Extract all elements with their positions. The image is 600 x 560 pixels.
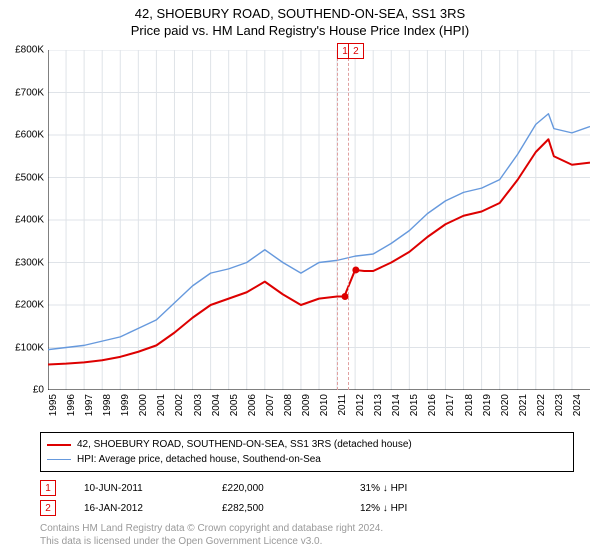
x-tick-label: 2010 [319,394,330,416]
line-chart [48,50,590,390]
x-tick-label: 2016 [427,394,438,416]
sale-hpi-diff: 12% ↓ HPI [360,503,470,514]
x-tick-label: 2005 [229,394,240,416]
legend-label: HPI: Average price, detached house, Sout… [77,452,321,467]
x-tick-label: 2019 [482,394,493,416]
y-tick-label: £300K [0,257,44,268]
legend-row: 42, SHOEBURY ROAD, SOUTHEND-ON-SEA, SS1 … [47,437,567,452]
x-tick-label: 2015 [409,394,420,416]
footer-attribution: Contains HM Land Registry data © Crown c… [40,522,383,548]
x-tick-label: 2011 [337,394,348,416]
sale-date: 16-JAN-2012 [84,503,194,514]
x-tick-label: 2007 [265,394,276,416]
chart-area: £0£100K£200K£300K£400K£500K£600K£700K£80… [48,50,590,390]
y-tick-label: £800K [0,45,44,56]
x-tick-label: 2020 [500,394,511,416]
x-tick-label: 2003 [193,394,204,416]
sale-price: £220,000 [222,483,332,494]
x-tick-label: 2012 [355,394,366,416]
x-tick-label: 2002 [174,394,185,416]
x-tick-label: 2022 [536,394,547,416]
legend-row: HPI: Average price, detached house, Sout… [47,452,567,467]
y-tick-label: £100K [0,342,44,353]
sale-row-number: 1 [40,480,56,496]
sale-date: 10-JUN-2011 [84,483,194,494]
sale-row: 2 16-JAN-2012 £282,500 12% ↓ HPI [40,498,470,518]
y-tick-label: £600K [0,130,44,141]
x-tick-label: 1996 [66,394,77,416]
legend-swatch [47,444,71,446]
x-tick-label: 2024 [572,394,583,416]
x-tick-label: 2001 [156,394,167,416]
y-tick-label: £500K [0,172,44,183]
x-tick-label: 2014 [391,394,402,416]
x-tick-label: 2009 [301,394,312,416]
sale-marker: 2 [348,43,364,59]
title-block: 42, SHOEBURY ROAD, SOUTHEND-ON-SEA, SS1 … [0,0,600,38]
y-tick-label: £200K [0,300,44,311]
x-tick-label: 2004 [211,394,222,416]
legend-label: 42, SHOEBURY ROAD, SOUTHEND-ON-SEA, SS1 … [77,437,412,452]
y-tick-label: £400K [0,215,44,226]
sale-row: 1 10-JUN-2011 £220,000 31% ↓ HPI [40,478,470,498]
legend-swatch [47,459,71,460]
y-tick-label: £700K [0,87,44,98]
sale-price: £282,500 [222,503,332,514]
legend: 42, SHOEBURY ROAD, SOUTHEND-ON-SEA, SS1 … [40,432,574,472]
x-tick-label: 2013 [373,394,384,416]
x-tick-label: 2023 [554,394,565,416]
x-tick-label: 1998 [102,394,113,416]
sale-marker-number: 2 [348,43,364,59]
x-tick-label: 2006 [247,394,258,416]
x-tick-label: 2008 [283,394,294,416]
sale-hpi-diff: 31% ↓ HPI [360,483,470,494]
sales-table: 1 10-JUN-2011 £220,000 31% ↓ HPI 2 16-JAN-201… [40,478,470,518]
title-subtitle: Price paid vs. HM Land Registry's House … [0,23,600,38]
x-tick-label: 2021 [518,394,529,416]
chart-container: 42, SHOEBURY ROAD, SOUTHEND-ON-SEA, SS1 … [0,0,600,560]
x-tick-label: 2018 [464,394,475,416]
title-address: 42, SHOEBURY ROAD, SOUTHEND-ON-SEA, SS1 … [0,6,600,21]
x-tick-label: 1995 [48,394,59,416]
x-tick-label: 1999 [120,394,131,416]
x-tick-label: 1997 [84,394,95,416]
x-tick-label: 2017 [445,394,456,416]
footer-line1: Contains HM Land Registry data © Crown c… [40,522,383,535]
sale-row-number: 2 [40,500,56,516]
y-tick-label: £0 [0,385,44,396]
x-tick-label: 2000 [138,394,149,416]
footer-line2: This data is licensed under the Open Gov… [40,535,383,548]
